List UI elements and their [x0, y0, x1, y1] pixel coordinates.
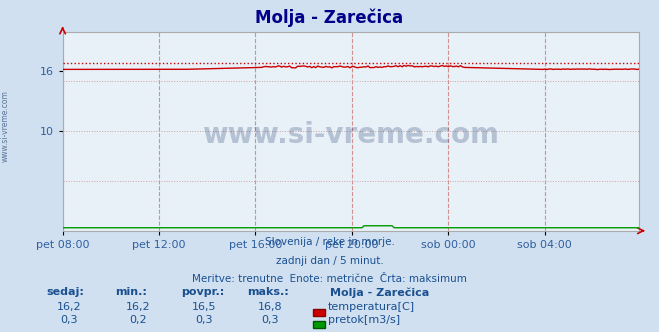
Text: Meritve: trenutne  Enote: metrične  Črta: maksimum: Meritve: trenutne Enote: metrične Črta: …	[192, 274, 467, 284]
Text: temperatura[C]: temperatura[C]	[328, 302, 415, 312]
Text: sedaj:: sedaj:	[46, 287, 84, 297]
Text: 16,8: 16,8	[258, 302, 283, 312]
Text: zadnji dan / 5 minut.: zadnji dan / 5 minut.	[275, 256, 384, 266]
Text: Molja - Zarečica: Molja - Zarečica	[330, 287, 429, 298]
Text: www.si-vreme.com: www.si-vreme.com	[202, 121, 500, 149]
Text: pretok[m3/s]: pretok[m3/s]	[328, 315, 400, 325]
Text: 16,5: 16,5	[192, 302, 217, 312]
Text: 0,2: 0,2	[130, 315, 147, 325]
Text: Slovenija / reke in morje.: Slovenija / reke in morje.	[264, 237, 395, 247]
Text: 0,3: 0,3	[196, 315, 213, 325]
Text: 16,2: 16,2	[126, 302, 151, 312]
Text: 16,2: 16,2	[57, 302, 82, 312]
Text: www.si-vreme.com: www.si-vreme.com	[1, 90, 10, 162]
Text: 0,3: 0,3	[61, 315, 78, 325]
Text: povpr.:: povpr.:	[181, 287, 225, 297]
Text: maks.:: maks.:	[247, 287, 289, 297]
Text: Molja - Zarečica: Molja - Zarečica	[256, 8, 403, 27]
Text: min.:: min.:	[115, 287, 147, 297]
Text: 0,3: 0,3	[262, 315, 279, 325]
